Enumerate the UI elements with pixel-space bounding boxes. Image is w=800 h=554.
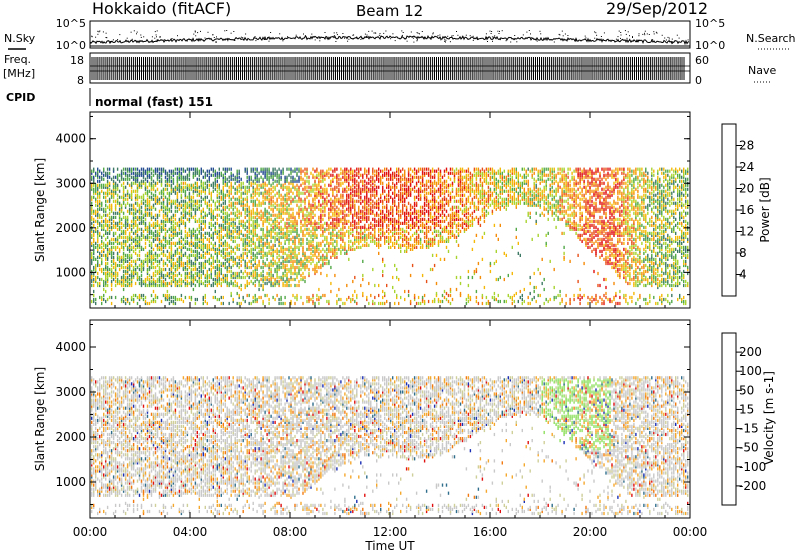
- power-y-axis: 1000 2000 3000 4000: [55, 115, 690, 296]
- colorbar-tick-label: -15: [739, 422, 759, 436]
- colorbar-tick-label: 20: [739, 182, 754, 196]
- velocity-y-axis: 1000 2000 3000 4000: [55, 324, 690, 505]
- colorbar-tick-label: 200: [739, 345, 762, 359]
- velocity-y-label: Slant Range [km]: [33, 367, 47, 471]
- power-colorbar: 4 8 12 16 20 24 28: [721, 123, 754, 297]
- time-x-axis: 00:00 04:00 08:00 12:00 16:00 20:00 00:00: [73, 112, 708, 539]
- colorbar-tick-label: 100: [739, 364, 762, 378]
- velocity-colorbar-label: Velocity [m s-1]: [762, 371, 776, 465]
- frequency-bars: [90, 57, 690, 80]
- nave-label: Nave: [748, 64, 776, 77]
- station-title: Hokkaido (fitACF): [92, 0, 231, 18]
- freq-label: Freq.: [4, 53, 31, 66]
- y-tick-label: 3000: [55, 385, 86, 399]
- power-panel: 1000 2000 3000 4000 Slant Range [km] 4 8 12 16…: [33, 111, 772, 309]
- power-scatter-field: [91, 167, 689, 306]
- noise-trace: [89, 30, 690, 47]
- nsearch-label: N.Search: [746, 32, 796, 45]
- velocity-scatter-field: [91, 376, 689, 516]
- y-tick-label: 3000: [55, 176, 86, 190]
- colorbar-tick-label: 15: [739, 402, 754, 416]
- velocity-colorbar: 200 100 50 15 -15 -50 -100 -200: [721, 332, 766, 506]
- noise-tick-bottom-right: 10^0: [695, 39, 725, 52]
- x-tick-label: 04:00: [173, 525, 208, 539]
- y-tick-label: 2000: [55, 221, 86, 235]
- noise-tick-top-right: 10^5: [695, 17, 725, 30]
- frequency-nave-panel: 18 8 60 0 Freq. [MHz] Nave: [3, 52, 776, 87]
- colorbar-tick-label: 8: [739, 246, 747, 260]
- colorbar-tick-label: 28: [739, 139, 754, 153]
- date-title: 29/Sep/2012: [606, 0, 708, 18]
- colorbar-tick-label: -200: [739, 479, 766, 493]
- freq-tick-top: 18: [70, 54, 84, 67]
- colorbar-tick-label: 12: [739, 225, 754, 239]
- noise-tick-top-left: 10^5: [56, 17, 86, 30]
- y-tick-label: 1000: [55, 475, 86, 489]
- y-tick-label: 2000: [55, 430, 86, 444]
- noise-panel: 10^5 10^0 10^5 10^0 N.Sky N.Search: [4, 17, 796, 52]
- colorbar-tick-label: 16: [739, 203, 754, 217]
- cpid-label: CPID: [6, 91, 35, 104]
- x-tick-label: 00:00: [73, 525, 108, 539]
- cpid-value: normal (fast) 151: [95, 95, 213, 109]
- power-y-label: Slant Range [km]: [33, 158, 47, 262]
- x-tick-label: 00:00: [673, 525, 708, 539]
- nsky-label: N.Sky: [4, 32, 36, 45]
- y-tick-label: 1000: [55, 265, 86, 279]
- colorbar-tick-label: 24: [739, 160, 754, 174]
- nave-tick-bottom: 0: [695, 74, 702, 87]
- x-tick-label: 20:00: [573, 525, 608, 539]
- freq-unit: [MHz]: [3, 67, 35, 80]
- colorbar-tick-label: 4: [739, 268, 747, 282]
- nave-tick-top: 60: [695, 54, 709, 67]
- colorbar-tick-label: -50: [739, 441, 759, 455]
- y-tick-label: 4000: [55, 132, 86, 146]
- colorbar-tick-label: 50: [739, 383, 754, 397]
- beam-title: Beam 12: [356, 2, 423, 20]
- noise-tick-bottom-left: 10^0: [56, 39, 86, 52]
- time-x-label: Time UT: [364, 539, 415, 553]
- colorbar-tick-label: -100: [739, 460, 766, 474]
- x-tick-label: 16:00: [473, 525, 508, 539]
- power-colorbar-label: Power [dB]: [758, 177, 772, 242]
- freq-tick-bottom: 8: [77, 74, 84, 87]
- x-tick-label: 12:00: [373, 525, 408, 539]
- y-tick-label: 4000: [55, 340, 86, 354]
- x-tick-label: 08:00: [273, 525, 308, 539]
